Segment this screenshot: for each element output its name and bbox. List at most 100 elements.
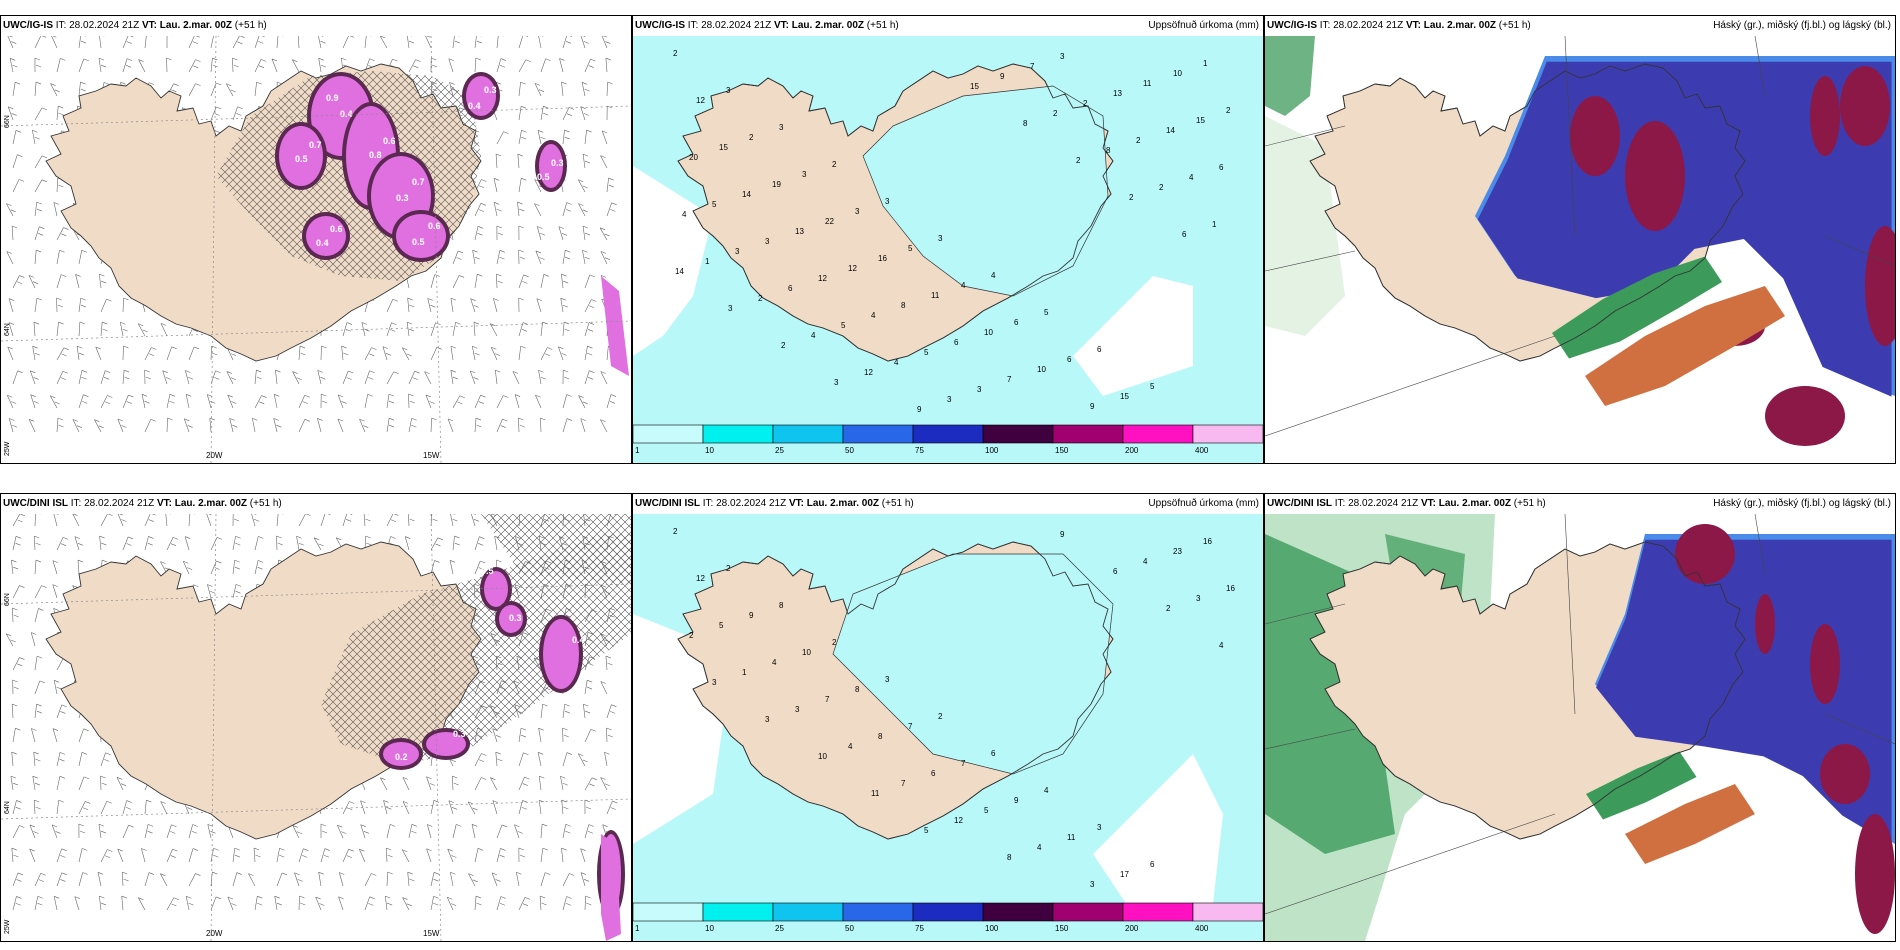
precip-value: 11 <box>1067 833 1076 842</box>
lat-label: 66N <box>4 593 11 606</box>
precip-value: 12 <box>818 274 827 283</box>
colorbar-swatch <box>772 424 844 444</box>
cloud-value: 0.8 <box>369 150 382 160</box>
precip-value: 9 <box>749 611 754 620</box>
precip-value: 8 <box>779 601 784 610</box>
colorbar-tick: 75 <box>915 924 924 933</box>
cloud-value: 0.4 <box>468 101 481 111</box>
cloud-cover-blob <box>383 742 419 766</box>
colorbar-swatch <box>842 902 914 922</box>
cloud-values: 0.90.80.70.50.60.40.30.50.40.60.30.70.50… <box>295 85 564 248</box>
precip-value: 12 <box>696 574 705 583</box>
mid-cloud <box>1810 76 1840 156</box>
colorbar: 1 10 25 50 75 100 150 200 400 <box>633 902 1263 933</box>
panel-dini-precip: UWC/DINI ISL IT: 28.02.2024 21Z VT: Lau.… <box>632 493 1264 942</box>
colorbar-tick: 25 <box>775 446 784 455</box>
precip-value: 2 <box>832 638 837 647</box>
precip-value: 15 <box>719 143 728 152</box>
colorbar-swatch <box>842 424 914 444</box>
precip-value: 15 <box>970 82 979 91</box>
panel-title: Uppsöfnuð úrkoma (mm) <box>1148 20 1259 31</box>
precip-value: 9 <box>1014 796 1019 805</box>
precip-value: 7 <box>901 779 906 788</box>
colorbar-swatch <box>772 902 844 922</box>
precip-value: 1 <box>705 257 710 266</box>
mid-cloud <box>1840 66 1890 146</box>
precip-value: 3 <box>834 378 839 387</box>
panel-ig-cloud: UWC/IG-IS IT: 28.02.2024 21Z VT: Lau. 2.… <box>0 15 632 464</box>
precip-value: 19 <box>772 180 781 189</box>
cloud-cover-blob <box>466 76 496 116</box>
colorbar-tick: 1 <box>635 446 640 455</box>
precip-value: 6 <box>1067 355 1072 364</box>
precip-value: 2 <box>1226 106 1231 115</box>
precip-value: 3 <box>977 385 982 394</box>
colorbar-swatch <box>702 902 774 922</box>
precip-value: 15 <box>1120 392 1129 401</box>
precip-value: 10 <box>984 328 993 337</box>
precip-value: 3 <box>802 170 807 179</box>
precip-value: 22 <box>825 217 834 226</box>
mid-cloud <box>1675 524 1735 584</box>
cloud-value: 0.2 <box>395 752 408 762</box>
cloud-value: 0.9 <box>326 93 339 103</box>
precip-value: 4 <box>1189 173 1194 182</box>
panel-dini-layers: UWC/DINI ISL IT: 28.02.2024 21Z VT: Lau.… <box>1264 493 1896 942</box>
colorbar-swatch <box>1122 424 1194 444</box>
colorbar-tick: 150 <box>1055 924 1069 933</box>
colorbar-swatch <box>702 424 774 444</box>
colorbar-tick: 200 <box>1125 446 1139 455</box>
precip-value: 2 <box>689 631 694 640</box>
precip-value: 4 <box>848 742 853 751</box>
precip-value: 3 <box>1196 594 1201 603</box>
precip-value: 6 <box>991 749 996 758</box>
precip-value: 6 <box>1182 230 1187 239</box>
graticule <box>1265 514 1895 915</box>
precip-value: 2 <box>1159 183 1164 192</box>
colorbar-tick: 150 <box>1055 446 1069 455</box>
map-canvas <box>1265 514 1895 941</box>
precip-value: 12 <box>696 96 705 105</box>
low-cloud <box>1265 36 1315 116</box>
cloud-cover-blob <box>279 126 323 186</box>
cloud-cover-blob <box>484 571 508 607</box>
mid-cloud <box>1810 624 1840 704</box>
cloud-value: 0.7 <box>309 140 322 150</box>
colorbar-swatch <box>1192 902 1263 922</box>
precip-value: 11 <box>871 789 880 798</box>
cloud-value: 0.3 <box>551 158 564 168</box>
lon-label: 20W <box>206 451 223 460</box>
precip-value: 4 <box>1143 557 1148 566</box>
precip-value: 6 <box>954 338 959 347</box>
precip-value: 7 <box>825 695 830 704</box>
cloud-value: 0.3 <box>396 193 409 203</box>
precip-value: 3 <box>1090 880 1095 889</box>
precip-value: 4 <box>811 331 816 340</box>
precip-value: 3 <box>726 86 731 95</box>
mid-cloud <box>1820 744 1870 804</box>
colorbar-swatch <box>1122 902 1194 922</box>
low-cloud <box>1586 751 1697 820</box>
precip-value: 6 <box>1150 860 1155 869</box>
cloud-cover-blob <box>499 605 523 633</box>
colorbar-swatch <box>912 902 984 922</box>
high-cloud <box>1596 539 1892 846</box>
precip-value: 4 <box>1037 843 1042 852</box>
precip-value: 13 <box>795 227 804 236</box>
precip-value: 7 <box>908 722 913 731</box>
precip-value: 6 <box>1014 318 1019 327</box>
lat-label: 25W <box>4 919 11 934</box>
precip-value: 8 <box>855 685 860 694</box>
colorbar: 1 10 25 50 75 100 150 200 400 <box>633 424 1263 455</box>
precip-value: 10 <box>1037 365 1046 374</box>
lat-label: 66N <box>4 115 11 128</box>
precip-value: 8 <box>1007 853 1012 862</box>
precip-value: 9 <box>1000 72 1005 81</box>
precip-value: 2 <box>1166 604 1171 613</box>
precip-value: 3 <box>1060 52 1065 61</box>
cloud-cover-blob <box>396 214 446 258</box>
graticule <box>1265 36 1895 437</box>
precip-value: 2 <box>673 527 678 536</box>
cloud-value: 0.5 <box>481 566 494 576</box>
cloud-cover-blob <box>601 276 629 376</box>
